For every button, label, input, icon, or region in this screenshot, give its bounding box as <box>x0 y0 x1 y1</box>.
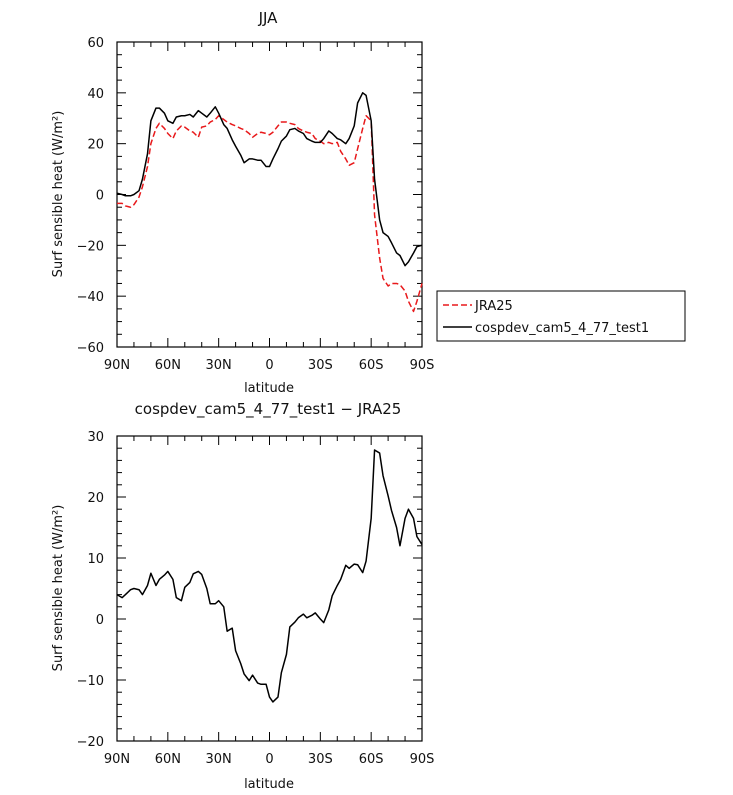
top-x-tick-label: 0 <box>265 358 273 373</box>
top-y-axis-label: Surf sensible heat (W/m²) <box>51 111 66 278</box>
top-y-tick-label: 60 <box>87 36 104 51</box>
top-y-tick-label: −40 <box>77 290 104 305</box>
bottom-y-tick-label: 0 <box>96 613 104 628</box>
top-series-line-jra25 <box>117 114 423 313</box>
top-x-axis-label: latitude <box>244 381 294 396</box>
bottom-y-tick-label: 30 <box>87 430 104 445</box>
bottom-y-tick-label: −20 <box>77 735 104 750</box>
bottom-x-tick-label: 30N <box>206 752 232 767</box>
legend-label-cospdev: cospdev_cam5_4_77_test1 <box>475 321 649 336</box>
top-y-tick-label: −20 <box>77 239 104 254</box>
bottom-x-tick-label: 30S <box>308 752 333 767</box>
legend-box <box>436 290 686 342</box>
bottom-y-tick-label: 10 <box>87 552 104 567</box>
bottom-y-axis-label: Surf sensible heat (W/m²) <box>51 505 66 672</box>
bottom-x-tick-label: 0 <box>265 752 273 767</box>
bottom-x-tick-label: 60N <box>155 752 181 767</box>
top-x-tick-label: 30S <box>308 358 333 373</box>
bottom-y-tick-label: −10 <box>77 674 104 689</box>
top-x-tick-label: 30N <box>206 358 232 373</box>
top-y-tick-label: 0 <box>96 189 104 204</box>
bottom-series-line-difference <box>116 449 423 703</box>
bottom-chart-title: cospdev_cam5_4_77_test1 − JRA25 <box>135 400 402 419</box>
legend-label-jra25: JRA25 <box>474 299 513 314</box>
top-x-tick-label: 90S <box>410 358 435 373</box>
bottom-x-tick-label: 60S <box>359 752 384 767</box>
top-y-tick-label: 20 <box>87 138 104 153</box>
bottom-y-tick-label: 20 <box>87 491 104 506</box>
top-x-tick-label: 60S <box>359 358 384 373</box>
top-chart-title: JJA <box>258 9 279 27</box>
bottom-x-tick-label: 90N <box>104 752 130 767</box>
legend: JRA25 cospdev_cam5_4_77_test1 <box>436 290 686 342</box>
top-x-tick-label: 60N <box>155 358 181 373</box>
bottom-x-tick-label: 90S <box>410 752 435 767</box>
top-y-tick-label: 40 <box>87 87 104 102</box>
bottom-panel: cospdev_cam5_4_77_test1 − JRA25 −20 −10 0 1… <box>51 400 434 792</box>
top-x-tick-label: 90N <box>104 358 130 373</box>
bottom-x-axis-label: latitude <box>244 777 294 792</box>
top-series-line-cospdev-cam5-4-77-test1 <box>116 92 423 267</box>
top-y-tick-label: −60 <box>77 341 104 356</box>
